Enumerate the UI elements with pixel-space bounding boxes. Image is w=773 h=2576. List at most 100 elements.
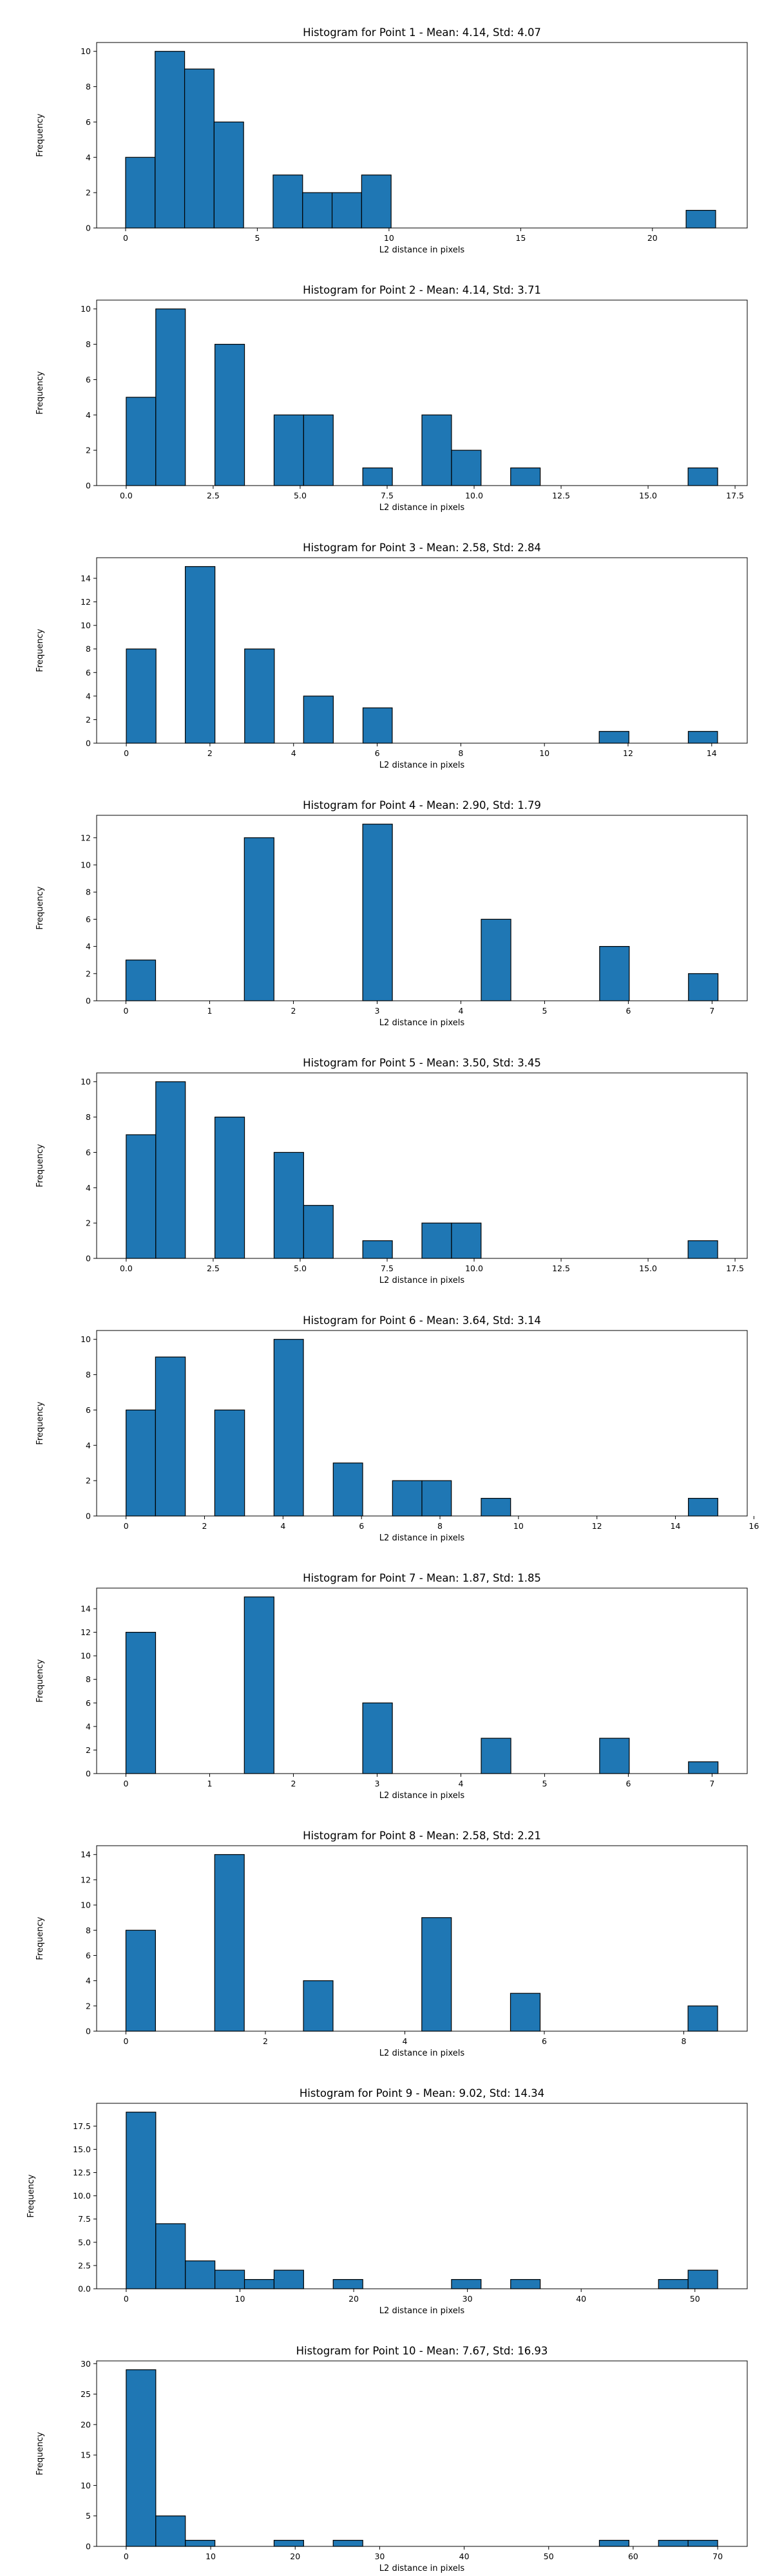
x-axis-label: L2 distance in pixels [379, 1791, 465, 1801]
histogram-bar [688, 1761, 719, 1774]
x-axis-label: L2 distance in pixels [379, 2306, 465, 2316]
y-tick-label: 4 [86, 942, 91, 951]
histogram-bar [243, 1596, 274, 1774]
x-tick-label: 14 [671, 1521, 681, 1531]
histogram-bar [510, 467, 541, 486]
histogram-bar [273, 1151, 304, 1259]
histogram-bar [481, 1738, 511, 1774]
histogram-bar [155, 2515, 186, 2547]
y-tick-label: 6 [86, 1148, 91, 1157]
histogram-bar [451, 2278, 482, 2289]
histogram-svg-7: Histogram for Point 7 - Mean: 1.87, Std:… [35, 1572, 748, 1801]
histogram-panel-3: Histogram for Point 3 - Mean: 2.58, Std:… [0, 515, 773, 773]
x-tick-label: 4 [280, 1521, 285, 1531]
x-tick-label: 17.5 [726, 491, 744, 500]
x-tick-label: 2 [202, 1521, 207, 1531]
x-tick-label: 20 [290, 2552, 300, 2561]
plot-frame [96, 2360, 748, 2547]
x-tick-label: 3 [374, 1006, 379, 1016]
x-tick-label: 70 [712, 2552, 723, 2561]
histogram-bar [126, 1134, 157, 1259]
y-tick-label: 5 [86, 2511, 91, 2521]
y-tick-label: 4 [86, 1441, 91, 1450]
y-tick-label: 8 [86, 1112, 91, 1122]
x-tick-label: 15 [515, 233, 526, 243]
x-tick-label: 5 [254, 233, 260, 243]
histogram-bar [215, 2269, 245, 2289]
histogram-bar [214, 1854, 245, 2032]
histogram-bar [273, 414, 304, 486]
histogram-panel-2: Histogram for Point 2 - Mean: 4.14, Std:… [0, 258, 773, 515]
x-tick-label: 8 [458, 748, 463, 758]
y-tick-label: 6 [86, 117, 91, 127]
y-tick-label: 0 [86, 1511, 91, 1521]
histogram-bar [214, 1409, 245, 1517]
x-tick-label: 4 [403, 2036, 408, 2046]
histogram-svg-2: Histogram for Point 2 - Mean: 4.14, Std:… [35, 284, 748, 513]
y-tick-label: 10 [81, 1900, 91, 1910]
y-axis-label: Frequency [35, 1659, 45, 1702]
histogram-bar [481, 918, 511, 1001]
histogram-bar [362, 467, 393, 486]
y-tick-label: 6 [86, 668, 91, 677]
plot-frame [96, 815, 748, 1001]
x-tick-label: 8 [437, 1521, 443, 1531]
y-axis-label: Frequency [35, 1917, 45, 1960]
histogram-bar [332, 1463, 363, 1517]
y-tick-label: 2.5 [78, 2260, 91, 2270]
histogram-bar [331, 192, 362, 229]
x-tick-label: 2 [207, 748, 213, 758]
plot-frame [96, 1845, 748, 2032]
histogram-bar [125, 156, 156, 229]
histogram-bar [687, 2269, 718, 2289]
y-tick-label: 10 [81, 1334, 91, 1344]
x-tick-label: 0.0 [120, 1264, 133, 1273]
x-tick-label: 8 [682, 2036, 687, 2046]
y-tick-label: 0 [86, 2027, 91, 2036]
y-tick-label: 5.0 [78, 2237, 91, 2247]
y-tick-label: 0 [86, 996, 91, 1006]
y-axis-label: Frequency [35, 1401, 45, 1444]
y-tick-label: 15 [81, 2450, 91, 2460]
y-tick-label: 8 [86, 82, 91, 91]
histogram-bar [126, 2369, 157, 2547]
x-tick-label: 12 [623, 748, 633, 758]
histogram-panel-1: Histogram for Point 1 - Mean: 4.14, Std:… [0, 0, 773, 258]
x-tick-label: 1 [207, 1779, 213, 1788]
y-axis-label: Frequency [35, 2432, 45, 2475]
y-tick-label: 2 [86, 715, 91, 724]
x-tick-label: 5 [542, 1779, 547, 1788]
y-tick-label: 12 [81, 597, 91, 607]
y-tick-label: 12 [81, 1875, 91, 1884]
x-tick-label: 0 [124, 1779, 129, 1788]
x-tick-label: 7.5 [381, 1264, 394, 1273]
histogram-bar [155, 51, 186, 229]
y-tick-label: 2 [86, 446, 91, 455]
x-tick-label: 4 [458, 1006, 463, 1016]
plot-frame [96, 557, 748, 744]
x-tick-label: 10.0 [465, 491, 483, 500]
y-tick-label: 8 [86, 644, 91, 654]
x-tick-label: 12.5 [552, 491, 570, 500]
histogram-bar [599, 1738, 630, 1774]
histogram-svg-1: Histogram for Point 1 - Mean: 4.14, Std:… [35, 26, 748, 255]
x-axis-label: L2 distance in pixels [379, 1533, 465, 1543]
x-tick-label: 0.0 [120, 491, 133, 500]
y-tick-label: 4 [86, 1976, 91, 1985]
histogram-bar [215, 343, 245, 486]
histogram-bar [155, 308, 186, 486]
y-tick-label: 10 [81, 46, 91, 56]
plot-frame [96, 1587, 748, 1774]
x-tick-label: 40 [459, 2552, 470, 2561]
x-tick-label: 2.5 [207, 1264, 220, 1273]
histogram-bar [273, 2539, 304, 2547]
y-tick-label: 8 [86, 1370, 91, 1379]
y-tick-label: 10.0 [73, 2191, 91, 2201]
x-tick-label: 6 [375, 748, 380, 758]
histogram-bar [599, 946, 630, 1001]
y-tick-label: 6 [86, 914, 91, 924]
y-tick-label: 12.5 [73, 2168, 91, 2177]
x-tick-label: 15.0 [639, 1264, 657, 1273]
plot-frame [96, 1330, 748, 1517]
x-tick-label: 0 [123, 2036, 128, 2046]
